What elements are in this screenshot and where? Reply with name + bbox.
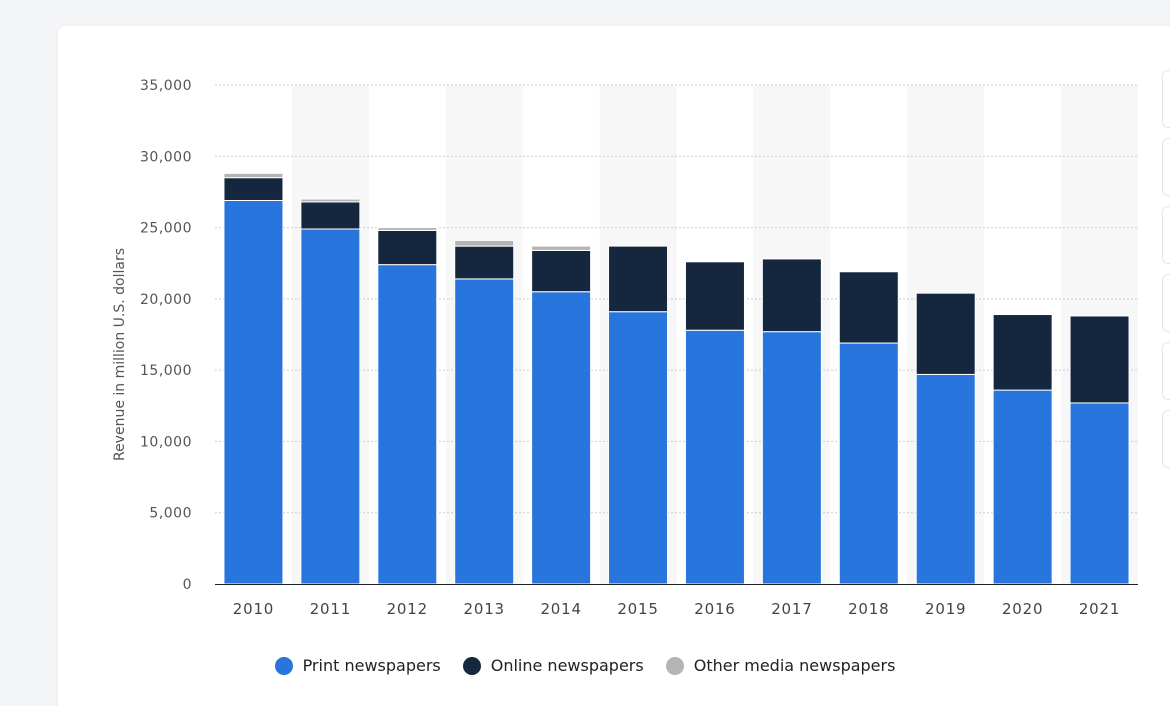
y-tick-label: 30,000 [140,149,192,165]
bar-segment[interactable] [684,329,745,585]
legend-dot-icon [274,656,293,675]
legend-item[interactable]: Other media newspapers [665,656,896,675]
x-tick-label: 2015 [617,600,658,618]
bar-segment[interactable] [531,245,592,251]
bar-segment[interactable] [377,264,438,585]
legend-label: Other media newspapers [693,656,896,675]
bar-segment[interactable] [684,261,745,331]
x-tick-label: 2019 [925,600,966,618]
bar-segment[interactable] [838,342,899,585]
y-tick-label: 20,000 [140,292,192,308]
side-tool-button[interactable] [1162,342,1170,400]
bar-segment[interactable] [377,227,438,231]
bar-segment[interactable] [223,199,284,585]
bar-segment[interactable] [531,249,592,293]
x-tick-label: 2020 [1002,600,1043,618]
y-tick-label: 0 [183,577,192,593]
y-tick-label: 25,000 [140,221,192,237]
bar-segment[interactable] [838,271,899,344]
bar-segment[interactable] [1069,402,1130,585]
y-tick-label: 5,000 [149,506,192,522]
side-toolbar [1162,70,1170,478]
bar-segment[interactable] [454,239,515,247]
legend-label: Print newspapers [302,656,441,675]
legend-item[interactable]: Online newspapers [462,656,644,675]
side-tool-button[interactable] [1162,274,1170,332]
x-tick-label: 2016 [694,600,735,618]
x-tick-label: 2011 [310,600,351,618]
legend-dot-icon [665,656,684,675]
side-tool-button[interactable] [1162,206,1170,264]
bar-segment[interactable] [223,177,284,201]
side-tool-button[interactable] [1162,410,1170,468]
legend-item[interactable]: Print newspapers [274,656,441,675]
chart-legend: Print newspapers Online newspapers Other m… [0,656,1170,675]
legend-dot-icon [462,656,481,675]
side-tool-button[interactable] [1162,138,1170,196]
y-axis-label: Revenue in million U.S. dollars [112,248,128,461]
bar-segment[interactable] [915,292,976,375]
x-tick-label: 2013 [464,600,505,618]
x-tick-label: 2010 [233,600,274,618]
bar-segment[interactable] [300,198,361,203]
x-tick-label: 2018 [848,600,889,618]
bar-segment[interactable] [992,389,1053,585]
x-tick-label: 2012 [387,600,428,618]
y-tick-label: 15,000 [140,363,192,379]
bar-segment[interactable] [761,258,822,333]
side-tool-button[interactable] [1162,70,1170,128]
bar-segment[interactable] [992,314,1053,391]
x-tick-label: 2014 [540,600,581,618]
bar-segment[interactable] [223,172,284,179]
x-tick-label: 2017 [771,600,812,618]
bar-segment[interactable] [608,245,669,313]
bar-segment[interactable] [915,373,976,585]
bar-segment[interactable] [454,245,515,280]
y-tick-label: 10,000 [140,434,192,450]
bar-segment[interactable] [1069,315,1130,404]
bar-segment[interactable] [300,201,361,230]
bar-segment[interactable] [454,278,515,585]
bar-segment[interactable] [761,331,822,585]
bar-segment[interactable] [377,229,438,266]
y-tick-label: 35,000 [140,78,192,94]
bar-segment[interactable] [300,228,361,585]
legend-label: Online newspapers [490,656,644,675]
x-tick-label: 2021 [1079,600,1120,618]
bar-segment[interactable] [531,291,592,585]
bar-segment[interactable] [608,311,669,585]
